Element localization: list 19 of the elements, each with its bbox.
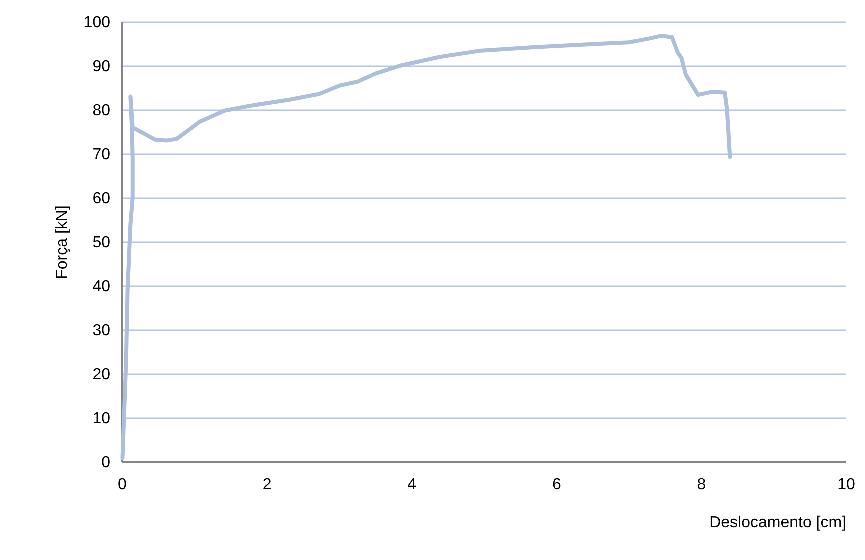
y-tick-label: 80 bbox=[92, 102, 111, 120]
x-tick-label: 2 bbox=[262, 476, 272, 494]
y-tick-label: 30 bbox=[92, 322, 111, 340]
x-tick-label: 6 bbox=[552, 476, 562, 494]
y-tick-label: 70 bbox=[92, 146, 111, 164]
x-tick-label: 8 bbox=[697, 476, 706, 494]
x-tick-label: 10 bbox=[838, 476, 856, 494]
y-tick-label: 20 bbox=[92, 366, 111, 384]
x-tick-label: 0 bbox=[118, 476, 128, 494]
y-tick-label: 40 bbox=[92, 278, 111, 296]
y-tick-label: 10 bbox=[92, 410, 111, 428]
x-axis-title: Deslocamento [cm] bbox=[710, 514, 846, 532]
y-tick-label: 50 bbox=[92, 234, 111, 252]
y-tick-label: 100 bbox=[84, 14, 111, 32]
y-tick-label: 0 bbox=[102, 454, 111, 472]
x-tick-label: 4 bbox=[408, 476, 417, 494]
y-tick-label: 90 bbox=[92, 58, 111, 76]
y-tick-label: 60 bbox=[92, 190, 111, 208]
y-axis-title: Força [kN] bbox=[54, 206, 71, 280]
